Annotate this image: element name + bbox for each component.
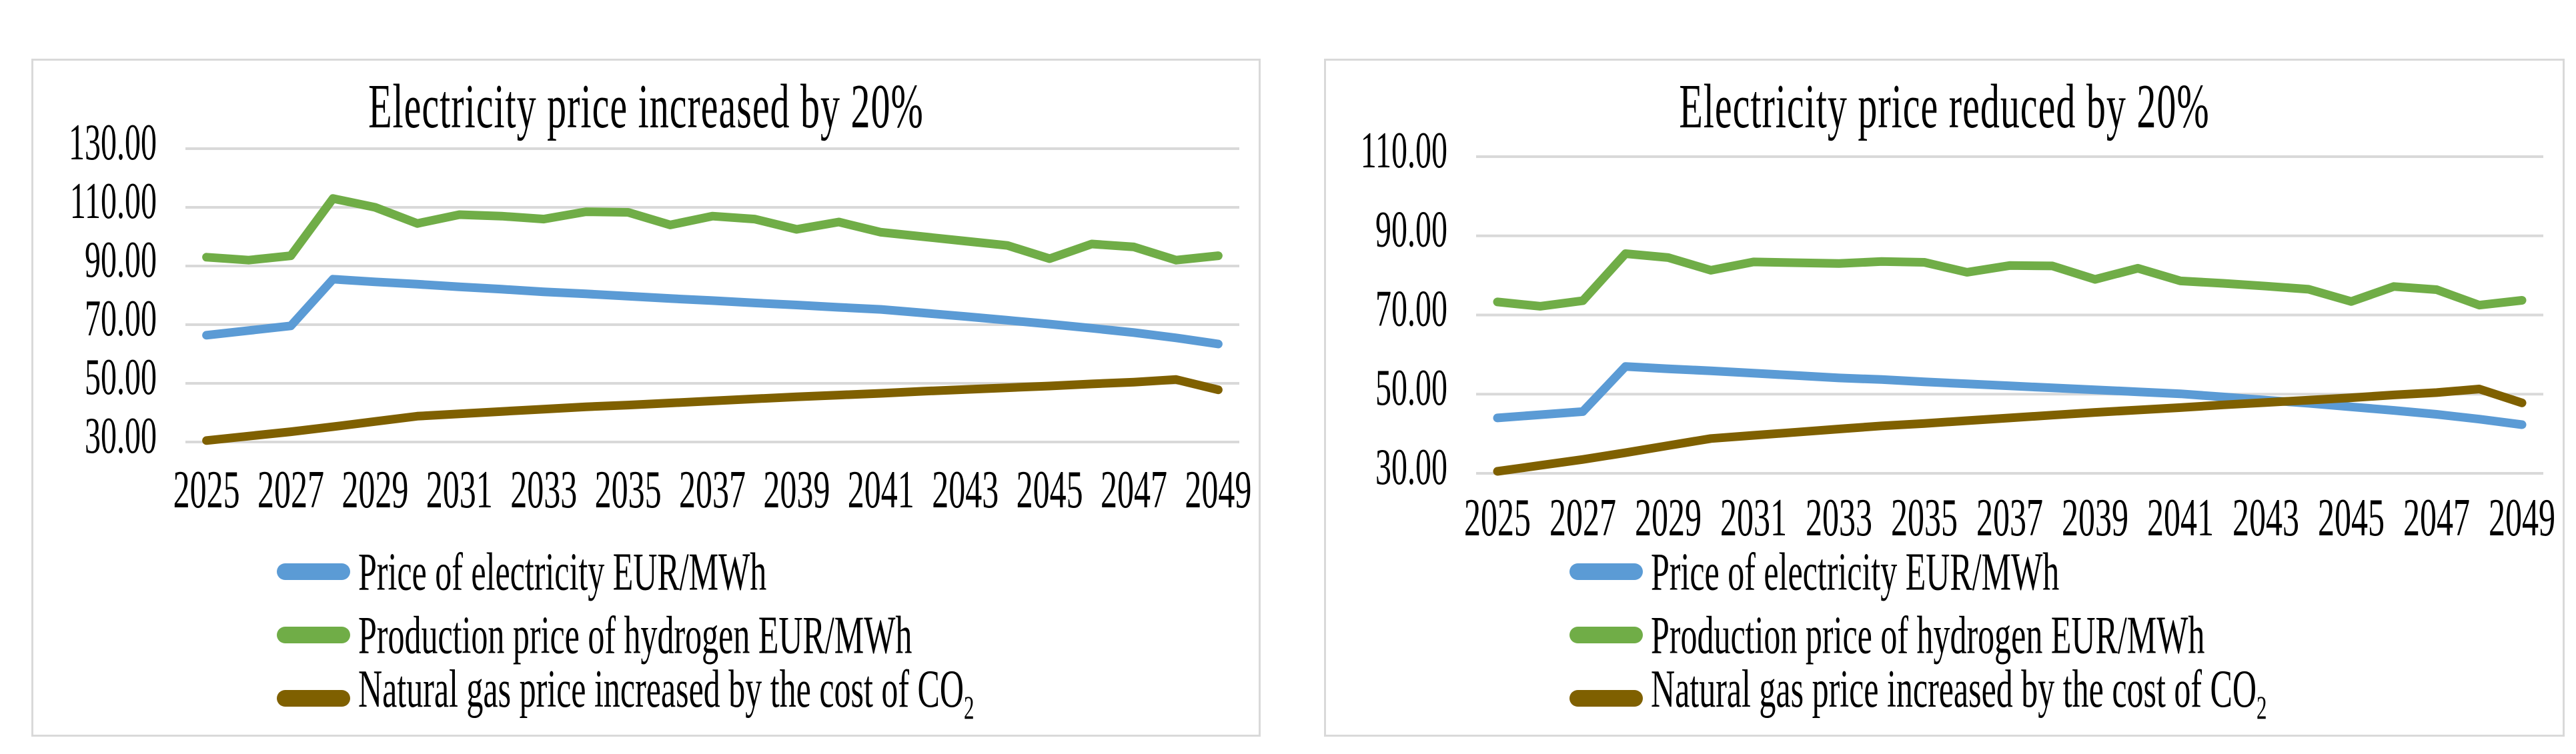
svg-text:2041: 2041: [2147, 487, 2214, 547]
svg-text:2047: 2047: [1101, 459, 1167, 519]
svg-text:2039: 2039: [2062, 487, 2128, 547]
svg-text:2027: 2027: [257, 459, 324, 519]
svg-text:110.00: 110.00: [1361, 121, 1447, 179]
svg-text:2025: 2025: [173, 459, 240, 519]
line-plot-reduced: 110.00 90.00 70.00 50.00 30.00 2025 2027 2029 20…: [1361, 121, 2555, 547]
svg-text:2045: 2045: [2318, 487, 2385, 547]
svg-text:2039: 2039: [763, 459, 830, 519]
svg-text:2047: 2047: [2403, 487, 2470, 547]
svg-text:130.00: 130.00: [69, 113, 157, 171]
svg-text:2031: 2031: [426, 459, 493, 519]
svg-text:50.00: 50.00: [1375, 358, 1447, 416]
svg-text:110.00: 110.00: [70, 171, 157, 229]
svg-text:2049: 2049: [1185, 459, 1251, 519]
svg-text:2027: 2027: [1549, 487, 1616, 547]
svg-text:2037: 2037: [679, 459, 746, 519]
svg-text:2043: 2043: [2232, 487, 2299, 547]
svg-text:2045: 2045: [1017, 459, 1083, 519]
svg-text:2025: 2025: [1464, 487, 1531, 547]
svg-text:90.00: 90.00: [85, 230, 157, 288]
svg-text:30.00: 30.00: [1375, 437, 1447, 495]
svg-text:2035: 2035: [595, 459, 662, 519]
chart-title-reduced: Electricity price reduced by 20%: [1679, 71, 2210, 141]
svg-text:2043: 2043: [932, 459, 999, 519]
svg-text:2041: 2041: [848, 459, 914, 519]
chart-panel-increased: 130.00 110.00 90.00 70.00 50.00 30.00 2025 2027…: [31, 59, 1261, 737]
svg-text:50.00: 50.00: [85, 347, 157, 405]
svg-text:2029: 2029: [342, 459, 408, 519]
svg-text:2033: 2033: [510, 459, 577, 519]
chart-title-increased: Electricity price increased by 20%: [368, 71, 924, 141]
svg-text:2037: 2037: [1976, 487, 2043, 547]
svg-text:90.00: 90.00: [1375, 200, 1447, 258]
svg-text:2029: 2029: [1635, 487, 1702, 547]
svg-text:70.00: 70.00: [1375, 279, 1447, 337]
svg-text:70.00: 70.00: [85, 289, 157, 347]
chart-panel-reduced: 110.00 90.00 70.00 50.00 30.00 2025 2027 2029 20…: [1324, 59, 2565, 737]
svg-text:2033: 2033: [1806, 487, 1872, 547]
svg-text:2031: 2031: [1720, 487, 1787, 547]
svg-text:30.00: 30.00: [85, 406, 157, 464]
svg-text:2035: 2035: [1891, 487, 1958, 547]
svg-text:2049: 2049: [2489, 487, 2555, 547]
